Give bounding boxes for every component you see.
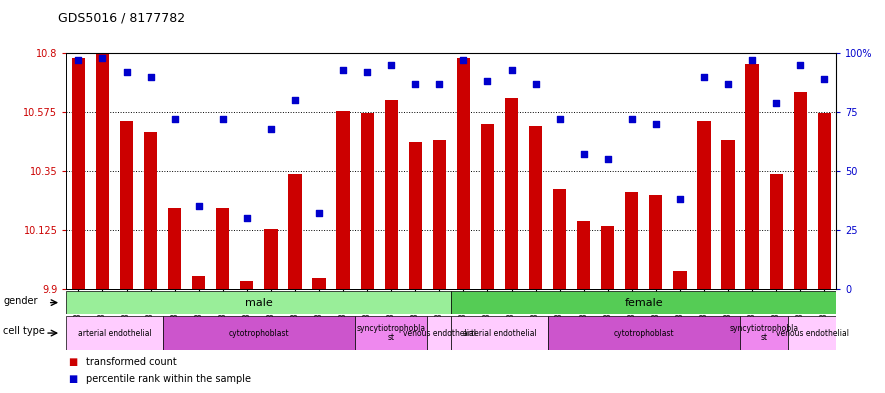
Point [240, 215, 254, 221]
Text: cytotrophoblast: cytotrophoblast [613, 329, 674, 338]
Bar [818, 113, 831, 289]
Point [601, 156, 615, 162]
Point [96, 55, 110, 61]
Point [504, 66, 519, 73]
Point [649, 121, 663, 127]
Bar [457, 58, 470, 289]
Bar [427, 316, 451, 350]
Point [745, 57, 759, 63]
Text: arterial endothelial: arterial endothelial [463, 329, 536, 338]
Text: cytotrophoblast: cytotrophoblast [228, 329, 289, 338]
Point [552, 116, 566, 122]
Point [817, 76, 831, 82]
Bar [481, 124, 494, 289]
Point [481, 78, 495, 84]
Bar [163, 316, 355, 350]
Text: male: male [245, 298, 273, 308]
Point [72, 57, 86, 63]
Bar [433, 140, 446, 289]
Bar [192, 276, 205, 289]
Bar [119, 121, 133, 289]
Bar [144, 132, 158, 289]
Bar [789, 316, 836, 350]
Point [360, 69, 374, 75]
Bar [625, 192, 638, 289]
Bar [360, 113, 373, 289]
Bar [385, 100, 398, 289]
Text: transformed count: transformed count [86, 357, 177, 367]
Point [528, 81, 543, 87]
Bar [504, 97, 518, 289]
Point [577, 151, 591, 158]
Bar [355, 316, 427, 350]
Bar [553, 189, 566, 289]
Bar [66, 291, 451, 314]
Text: arterial endothelial: arterial endothelial [78, 329, 151, 338]
Bar [289, 174, 302, 289]
Text: syncytiotrophobla
st: syncytiotrophobla st [357, 324, 426, 342]
Point [721, 81, 735, 87]
Text: female: female [625, 298, 663, 308]
Bar [216, 208, 229, 289]
Bar [240, 281, 253, 289]
Text: ■: ■ [68, 374, 77, 384]
Bar [72, 58, 85, 289]
Text: gender: gender [4, 296, 38, 307]
Bar [697, 121, 711, 289]
Text: percentile rank within the sample: percentile rank within the sample [86, 374, 250, 384]
Bar [451, 316, 548, 350]
Point [457, 57, 471, 63]
Text: ■: ■ [68, 357, 77, 367]
Bar [548, 316, 740, 350]
Bar [577, 221, 590, 289]
Bar [770, 174, 783, 289]
Point [432, 81, 446, 87]
Point [312, 210, 326, 217]
Bar [721, 140, 735, 289]
Bar [336, 111, 350, 289]
Text: cell type: cell type [4, 327, 45, 336]
Bar [745, 64, 758, 289]
Point [793, 62, 807, 68]
Bar [265, 229, 278, 289]
Text: syncytiotrophobla
st: syncytiotrophobla st [729, 324, 798, 342]
Point [696, 73, 711, 80]
Point [264, 125, 278, 132]
Point [288, 97, 302, 103]
Bar [168, 208, 181, 289]
Bar [740, 316, 789, 350]
Point [119, 69, 134, 75]
Point [192, 203, 206, 209]
Text: venous endothelial: venous endothelial [403, 329, 476, 338]
Bar [312, 278, 326, 289]
Point [384, 62, 398, 68]
Point [216, 116, 230, 122]
Text: GDS5016 / 8177782: GDS5016 / 8177782 [58, 12, 185, 25]
Bar [66, 316, 163, 350]
Bar [673, 270, 687, 289]
Point [625, 116, 639, 122]
Point [769, 99, 783, 106]
Bar [601, 226, 614, 289]
Bar [529, 127, 543, 289]
Point [167, 116, 181, 122]
Point [673, 196, 687, 202]
Point [143, 73, 158, 80]
Bar [794, 92, 807, 289]
Bar [650, 195, 663, 289]
Point [336, 66, 350, 73]
Text: venous endothelial: venous endothelial [776, 329, 849, 338]
Bar [409, 142, 422, 289]
Point [408, 81, 422, 87]
Bar [96, 53, 109, 289]
Bar [451, 291, 836, 314]
